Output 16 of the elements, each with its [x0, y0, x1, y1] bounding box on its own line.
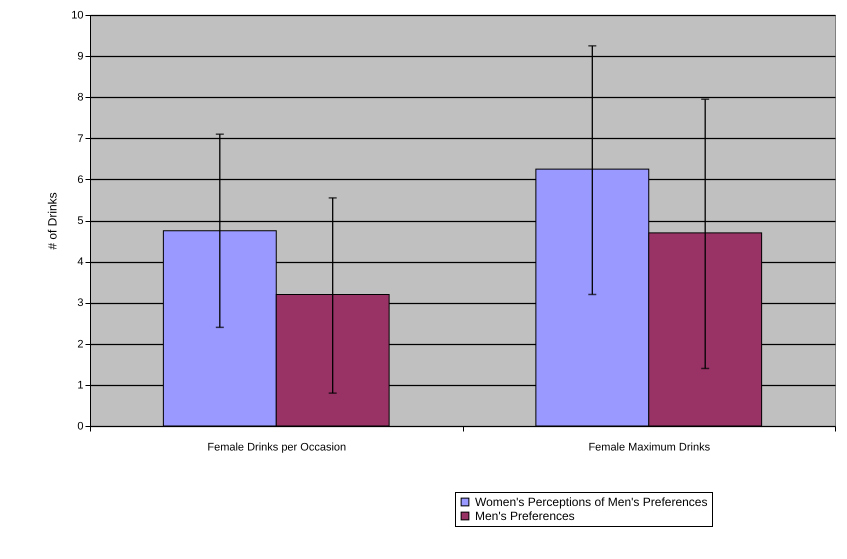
y-tick-label: 5	[77, 215, 84, 227]
y-tick-label: 9	[77, 50, 84, 63]
y-tick-label: 0	[77, 420, 84, 432]
y-tick-label: 8	[77, 92, 84, 104]
y-tick-label: 4	[77, 256, 84, 268]
y-tick-label: 2	[77, 338, 84, 350]
y-tick-label: 6	[77, 174, 84, 186]
x-tick-label: Female Drinks per Occasion	[207, 442, 346, 454]
legend-label: Men's Preferences	[475, 509, 575, 523]
y-axis-title: # of Drinks	[45, 192, 60, 250]
y-tick-label: 10	[71, 10, 84, 22]
legend-label: Women's Perceptions of Men's Preferences	[475, 495, 708, 509]
y-tick-label: 7	[77, 132, 84, 145]
y-tick-label: 1	[77, 379, 84, 392]
y-tick-label: 3	[77, 297, 84, 310]
x-tick-label: Female Maximum Drinks	[588, 442, 711, 454]
